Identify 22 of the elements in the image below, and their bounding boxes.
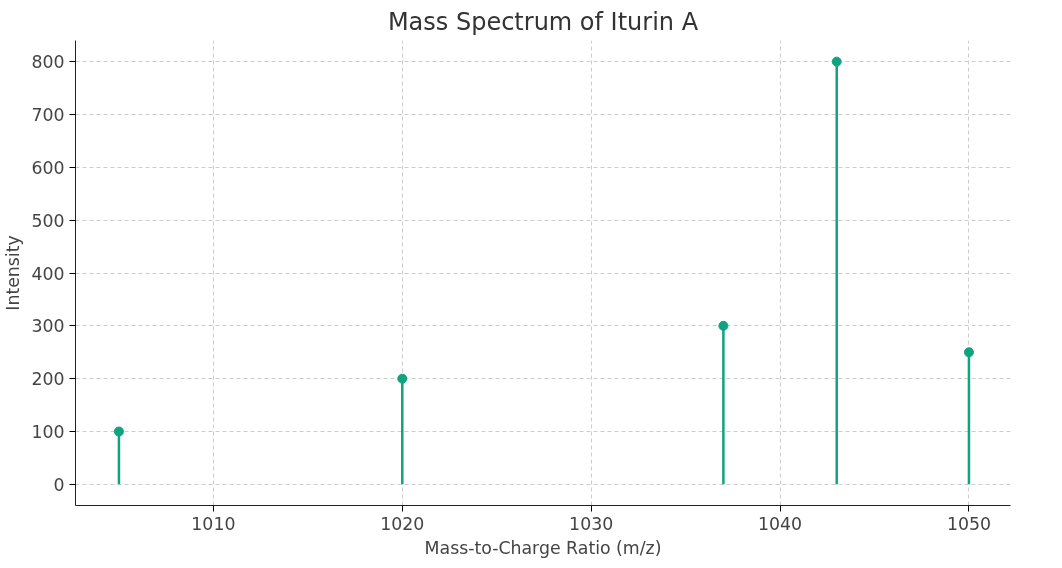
x-tick-label: 1040: [758, 513, 803, 534]
y-tick-label: 0: [53, 474, 65, 495]
point: [113, 426, 124, 437]
y-tick-label: 800: [31, 52, 65, 73]
x-tick-label: 1030: [569, 513, 614, 534]
point: [963, 347, 974, 358]
point: [831, 56, 842, 67]
y-tick-label: 600: [31, 157, 65, 178]
y-tick-label: 700: [31, 104, 65, 125]
x-tick-label: 1020: [380, 513, 425, 534]
chart-title: Mass Spectrum of Iturin A: [387, 7, 699, 36]
y-tick-label: 500: [31, 210, 65, 231]
x-axis-title: Mass-to-Charge Ratio (m/z): [424, 537, 662, 558]
y-tick-label: 100: [31, 422, 65, 443]
y-axis-title: Intensity: [3, 235, 24, 311]
point: [718, 320, 729, 331]
y-tick-label: 400: [31, 263, 65, 284]
y-tick-label: 300: [31, 316, 65, 337]
y-tick-label: 200: [31, 369, 65, 390]
point: [397, 373, 408, 384]
x-tick-label: 1010: [191, 513, 236, 534]
x-tick-label: 1050: [946, 513, 991, 534]
